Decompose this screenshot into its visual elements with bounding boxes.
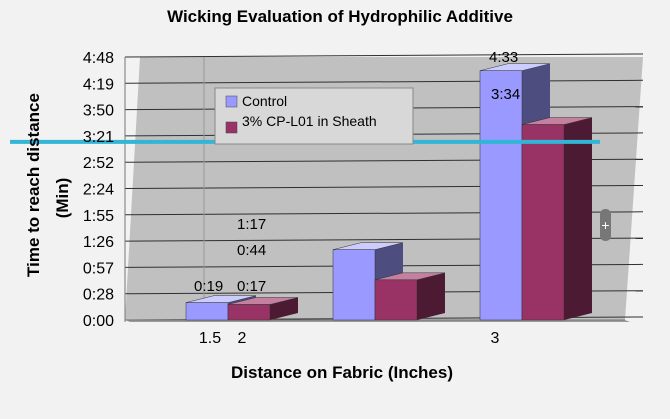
gridline [124,53,644,58]
bars [185,63,593,321]
legend-label-control: Control [242,93,287,109]
data-label-cpl01-3: 3:34 [491,86,520,103]
y-tick-label: 1:55 [83,208,114,225]
y-tick-labels: 0:00 0:28 0:57 1:26 1:55 2:24 2:52 3:21 3:50 4:19… [83,50,114,330]
legend-label-cp-l01: 3% CP-L01 in Sheath [242,113,377,129]
bar-cp-l01-1-5-front [227,304,271,321]
bar-cp-l01-2-front [374,279,418,321]
y-tick-label: 4:48 [83,50,114,67]
data-label-cpl01-1-5: 0:17 [237,278,266,295]
legend-swatch-cp-l01 [225,121,238,134]
chart-title: Wicking Evaluation of Hydrophilic Additi… [167,7,513,26]
y-tick-label: 0:00 [83,313,114,330]
legend: Control 3% CP-L01 in Sheath [214,87,414,145]
bar-control-3-front [479,70,523,321]
data-label-control-1-5: 0:19 [194,278,223,295]
bar-cp-l01-3 [521,117,593,321]
y-tick-label: 2:52 [83,155,114,172]
gridline [124,79,644,84]
y-tick-label: 3:21 [83,129,114,146]
data-label-cpl01-2: 0:44 [237,242,266,259]
bar-cp-l01-1-5 [227,297,299,321]
y-tick-label: 1:26 [83,234,114,251]
data-label-control-2: 1:17 [237,216,266,233]
x-axis-title: Distance on Fabric (Inches) [231,363,453,382]
bar-cp-l01-1-5-side [270,297,298,320]
y-tick-label: 4:19 [83,76,114,93]
bar-cp-l01-3-side [564,117,592,321]
x-tick-1-5: 1.5 [199,330,221,347]
resize-handle[interactable] [600,209,611,241]
legend-swatch-control [225,95,238,108]
y-tick-label: 2:24 [83,182,114,199]
x-tick-3: 3 [491,330,500,347]
bar-cp-l01-2-side [417,272,445,320]
bar-cp-l01-2 [374,272,446,321]
legend-box [214,87,414,145]
y-tick-label: 3:50 [83,103,114,120]
x-tick-2: 2 [238,330,247,347]
bar-control-1-5-front [185,302,229,321]
y-axis-title: Time to reach distance [24,93,43,277]
data-label-control-3: 4:33 [489,49,518,66]
y-axis-title-unit: (Min) [53,178,72,219]
y-tick-label: 0:28 [83,287,114,304]
bar-cp-l01-3-front [521,124,565,321]
bar-control-2-front [332,249,376,321]
resize-handle-plus-icon[interactable]: + [601,217,609,233]
y-tick-label: 0:57 [83,260,114,277]
